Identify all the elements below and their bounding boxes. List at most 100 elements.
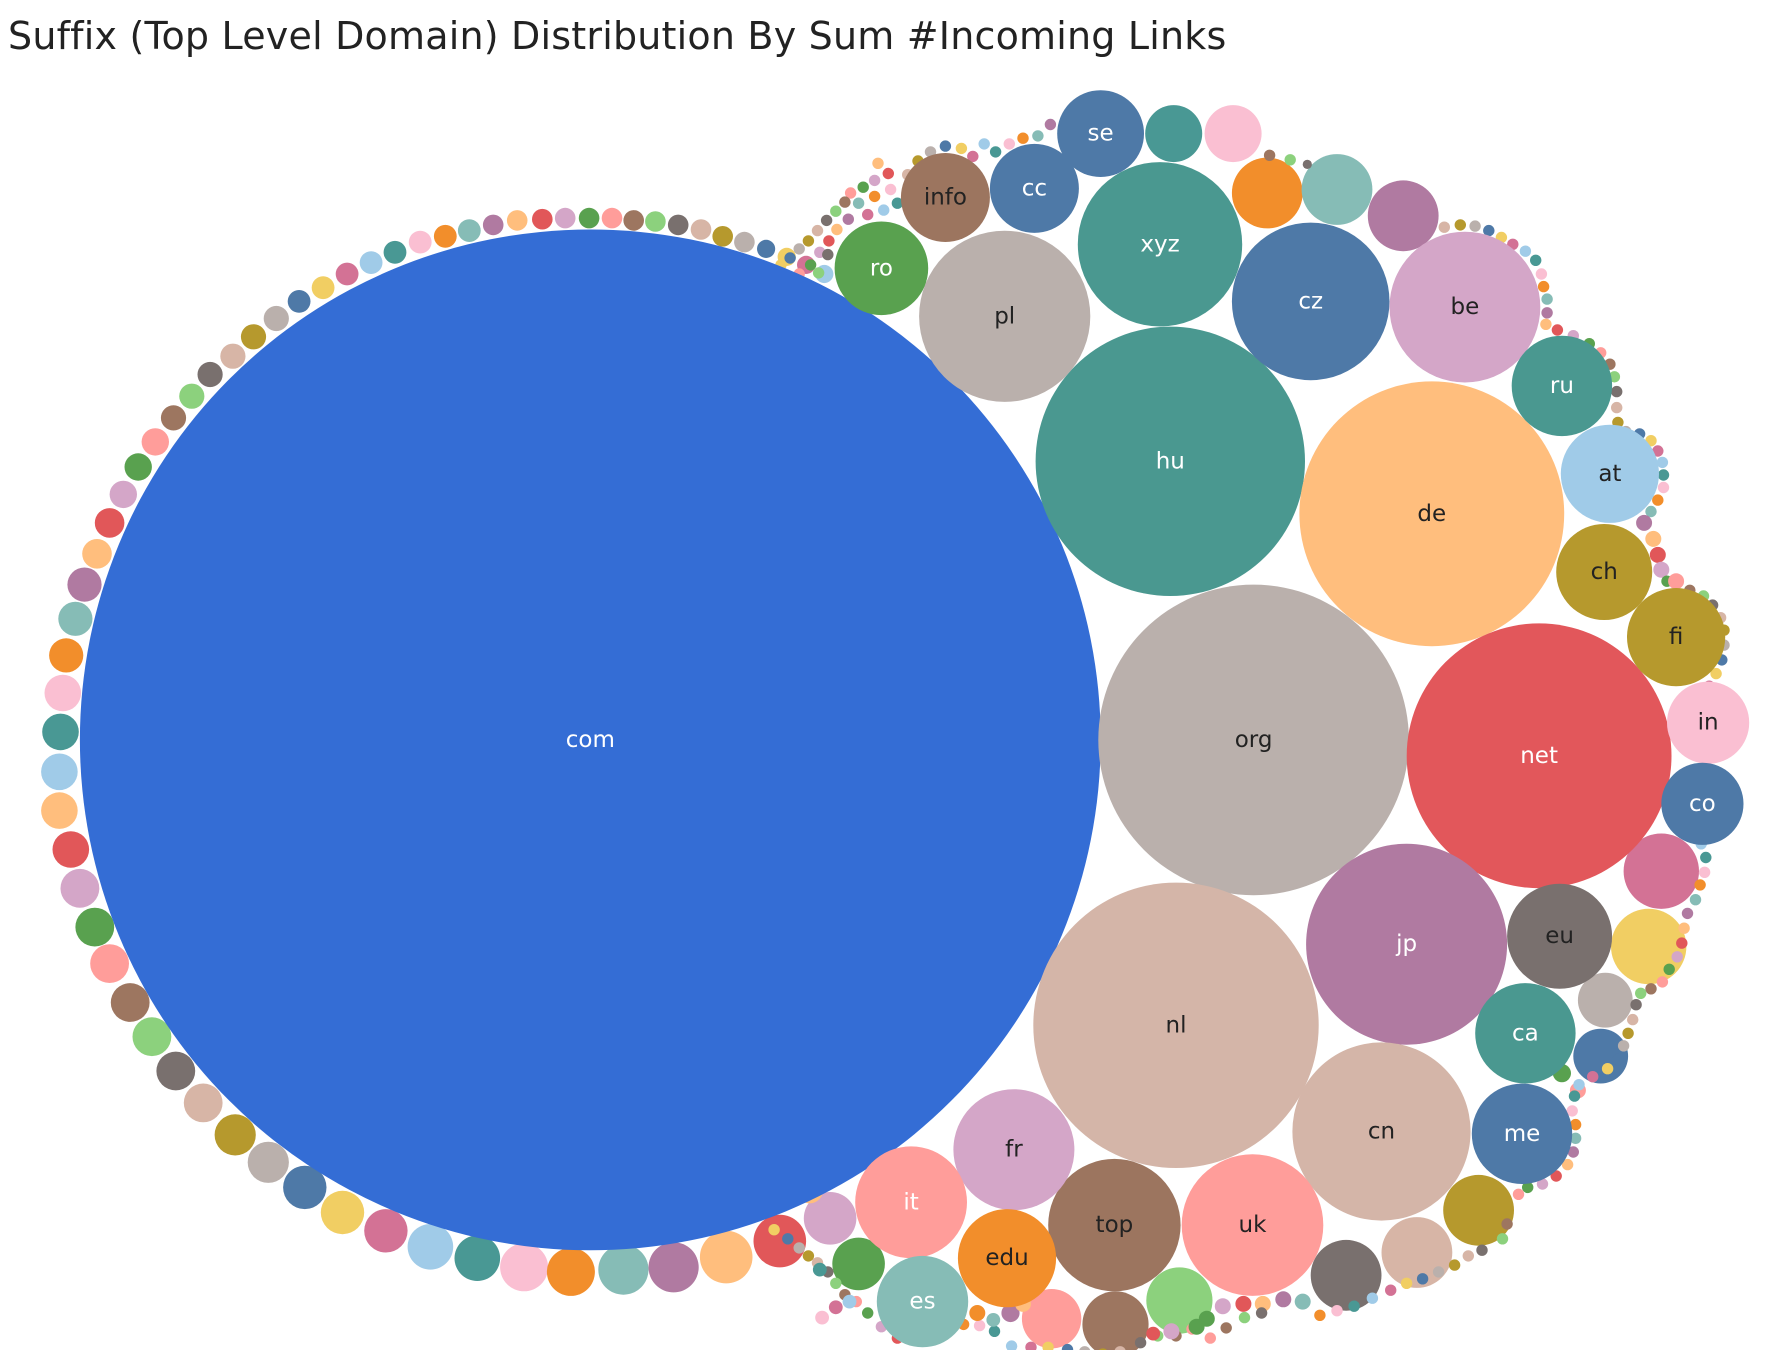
minor-bubble: [42, 713, 79, 751]
bubble-hu: [1035, 326, 1306, 596]
bubble-in: [1667, 681, 1750, 764]
minor-bubble: [1573, 1079, 1585, 1091]
bubble-label-ca: ca: [1512, 1020, 1539, 1046]
minor-bubble: [1630, 999, 1642, 1011]
minor-bubble: [1657, 469, 1670, 481]
minor-bubble: [862, 208, 874, 221]
minor-bubble: [753, 1214, 807, 1268]
minor-bubble: [1568, 1090, 1581, 1102]
bubble-net: [1406, 623, 1672, 889]
minor-bubble: [1700, 851, 1712, 864]
minor-bubble: [986, 1313, 1001, 1327]
minor-bubble: [884, 183, 897, 196]
minor-bubble: [1044, 118, 1057, 131]
minor-bubble: [1348, 1300, 1360, 1312]
bubble-eu: [1507, 883, 1613, 989]
minor-bubble: [1537, 280, 1550, 293]
minor-bubble: [1627, 1013, 1639, 1026]
minor-bubble: [141, 428, 169, 456]
bubble-label-hu: hu: [1156, 448, 1185, 474]
minor-bubble: [214, 1114, 256, 1156]
minor-bubble: [1566, 1105, 1578, 1117]
minor-bubble: [179, 383, 205, 409]
minor-bubble: [1623, 833, 1700, 909]
minor-bubble: [1612, 1053, 1624, 1066]
bubble-fi: [1627, 588, 1726, 687]
bubble-label-cn: cn: [1368, 1119, 1395, 1145]
minor-bubble: [878, 204, 890, 216]
minor-bubble: [1550, 1170, 1562, 1182]
minor-bubble: [712, 226, 733, 247]
minor-bubble: [1231, 157, 1303, 229]
minor-bubble: [52, 831, 90, 868]
minor-bubble: [1469, 220, 1481, 232]
minor-bubble: [60, 868, 100, 908]
minor-bubble: [94, 508, 125, 538]
bubble-cc: [989, 143, 1079, 233]
minor-bubble: [1611, 401, 1623, 414]
minor-bubble: [1587, 1071, 1599, 1083]
minor-bubble: [1443, 1174, 1514, 1246]
minor-bubble: [1275, 1291, 1292, 1308]
minor-bubble: [1134, 1337, 1147, 1349]
minor-bubble: [1577, 972, 1633, 1028]
minor-bubble: [90, 944, 129, 983]
minor-bubble: [1366, 1292, 1379, 1304]
minor-bubble: [1656, 456, 1669, 469]
minor-bubble: [578, 207, 600, 229]
bubble-label-net: net: [1520, 743, 1558, 769]
minor-bubble: [1501, 1218, 1513, 1230]
minor-bubble: [1263, 149, 1276, 161]
bubble-label-ch: ch: [1591, 559, 1618, 585]
minor-bubble: [782, 1233, 794, 1245]
minor-bubble: [1653, 561, 1670, 578]
minor-bubble: [1663, 963, 1675, 975]
bubble-ch: [1556, 524, 1653, 620]
minor-bubble: [1204, 1332, 1217, 1344]
minor-bubble: [862, 1307, 874, 1319]
bubble-be: [1389, 231, 1541, 383]
bubble-label-fi: fi: [1669, 624, 1684, 650]
minor-bubble: [1636, 514, 1653, 531]
minor-bubble: [1678, 922, 1690, 934]
bubble-de: [1299, 381, 1565, 647]
minor-bubble: [1622, 1027, 1634, 1040]
minor-bubble: [220, 343, 246, 369]
bubble-label-es: es: [909, 1289, 935, 1315]
minor-bubble: [1536, 1178, 1549, 1190]
bubble-label-jp: jp: [1395, 931, 1417, 957]
minor-bubble: [818, 1208, 837, 1227]
bubble-co: [1661, 762, 1744, 845]
bubble-cz: [1231, 222, 1390, 381]
minor-bubble: [802, 235, 815, 247]
bubble-label-top: top: [1096, 1212, 1134, 1238]
minor-bubble: [811, 224, 824, 237]
minor-bubble: [1645, 505, 1657, 518]
minor-bubble: [1146, 1326, 1161, 1341]
bubble-at: [1560, 424, 1659, 523]
bubble-com: [79, 229, 1101, 1251]
bubble-uk: [1181, 1154, 1324, 1296]
minor-bubble: [506, 210, 528, 231]
minor-bubble: [1310, 1239, 1382, 1311]
bubble-es: [876, 1255, 969, 1348]
minor-bubble: [1649, 546, 1666, 563]
minor-bubble: [804, 259, 817, 271]
minor-bubble: [1483, 224, 1495, 237]
minor-bubble: [1535, 268, 1548, 280]
bubble-label-it: it: [903, 1189, 918, 1215]
bubble-label-info: info: [924, 185, 967, 211]
minor-bubble: [1331, 1305, 1343, 1317]
minor-bubble: [1017, 132, 1029, 144]
minor-bubble: [872, 157, 884, 169]
minor-bubble: [1302, 159, 1312, 169]
minor-bubble: [857, 181, 869, 193]
minor-bubble: [532, 208, 553, 230]
minor-bubble: [1416, 1273, 1429, 1285]
minor-bubble: [822, 248, 834, 261]
bubble-label-se: se: [1088, 121, 1114, 147]
minor-bubble: [1681, 907, 1694, 920]
minor-bubble: [1448, 1259, 1461, 1271]
bubble-se: [1057, 90, 1144, 177]
minor-bubble: [183, 1083, 223, 1123]
